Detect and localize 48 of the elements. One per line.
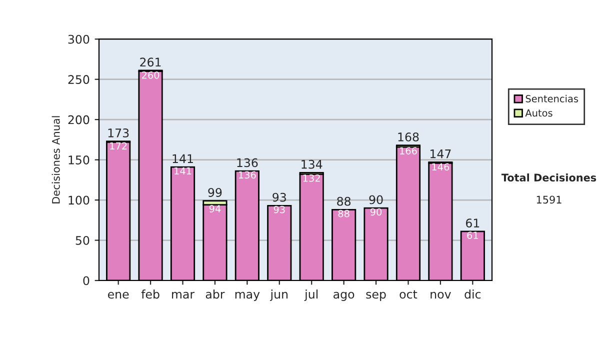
x-tick-label: ene [108,292,129,299]
legend-label: Autos [525,109,552,117]
y-axis-title: Decisiones Anual [52,116,60,204]
x-tick-label: oct [400,290,418,299]
total-label: 141 [172,154,193,163]
text: Total Decisiones [501,173,596,182]
total-label: 147 [430,150,451,158]
total-label: 134 [302,160,322,169]
x-tick-label: dic [464,290,481,299]
x-tick-label: nov [430,292,451,299]
y-tick-label: 250 [68,75,90,84]
x-tick-label: jun [270,290,288,301]
y-tick-label: 50 [76,236,90,245]
data-label: 141 [174,167,192,174]
x-tick-label: ago [334,292,354,301]
y-tick-label: 0 [83,276,90,286]
y-tick-label: 300 [68,34,90,44]
x-tick-label: may [235,292,260,301]
data-label: 146 [432,163,450,171]
data-label: 260 [142,71,160,79]
y-tick-label: 100 [68,196,90,205]
total-label: 136 [237,158,258,168]
total-label: 88 [337,196,351,206]
data-label: 136 [238,171,256,179]
total-label: 99 [208,188,222,197]
total-label: 168 [398,132,419,142]
total-label: 261 [140,58,161,67]
data-label: 93 [274,206,285,214]
x-tick-label: abr [206,290,225,299]
data-label: 132 [303,174,320,182]
data-label: 172 [110,142,127,150]
total-label: 61 [466,218,480,228]
total-label: 173 [108,128,129,138]
total-label: 93 [272,192,286,202]
data-label: 94 [209,205,221,212]
data-label: 166 [400,147,417,154]
x-tick-label: sep [366,292,386,301]
x-tick-label: mar [172,292,195,299]
y-tick-label: 150 [68,156,90,164]
data-label: 90 [370,208,382,216]
text: 1591 [536,196,562,204]
total-label: 90 [369,195,383,204]
x-tick-label: feb [141,290,160,299]
data-label: 61 [467,232,478,239]
y-tick-label: 200 [68,115,90,124]
legend-label: Sentencias [526,94,578,102]
x-tick-label: jul [304,290,318,301]
data-label: 88 [338,210,350,218]
